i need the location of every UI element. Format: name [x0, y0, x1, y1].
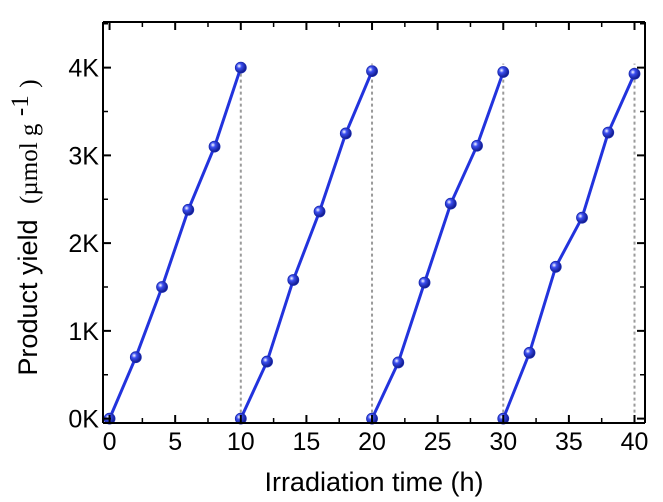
y-tick-label: 0K: [68, 406, 99, 434]
data-point: [129, 351, 142, 364]
x-axis-title: Irradiation time (h): [264, 467, 483, 497]
y-axis-title: Product yield (µmol g -1 ): [4, 79, 43, 375]
x-tick-label: 20: [358, 428, 386, 456]
y-tick-label: 3K: [68, 142, 99, 170]
data-point: [549, 260, 562, 273]
data-point: [392, 356, 405, 369]
data-point: [576, 211, 588, 224]
y-tick-label: 1K: [68, 318, 99, 346]
data-point: [156, 281, 168, 293]
data-point: [602, 126, 615, 139]
data-point: [418, 276, 431, 289]
data-point: [182, 203, 195, 216]
data-point: [339, 127, 352, 140]
data-point: [313, 205, 326, 218]
series-line: [370, 71, 505, 420]
data-point: [287, 274, 300, 286]
x-tick-label: 30: [489, 428, 517, 456]
y-tick-label: 2K: [68, 230, 99, 258]
data-point: [523, 346, 536, 359]
y-axis-title-unit: (µmol g: [16, 123, 43, 204]
data-point: [497, 66, 510, 78]
y-tick-label: 4K: [68, 55, 99, 83]
axes: [102, 21, 646, 424]
series-line: [239, 70, 374, 420]
data-point: [261, 355, 273, 368]
x-tick-label: 15: [293, 428, 321, 456]
data-point: [471, 139, 483, 152]
x-tick-label: 5: [168, 428, 182, 456]
y-axis-title-superscript: -1: [7, 95, 34, 116]
series-line: [108, 67, 243, 420]
vertical-guides: [239, 63, 636, 419]
x-tick-label: 25: [424, 428, 452, 456]
series-layer: [103, 61, 641, 425]
x-tick-label: 40: [621, 428, 649, 456]
x-tick-label: 10: [227, 428, 255, 456]
data-point: [444, 197, 457, 210]
x-tick-label: 0: [103, 428, 117, 456]
y-axis-title-close: ): [16, 79, 43, 87]
x-tick-label: 35: [555, 428, 583, 456]
data-point: [366, 65, 378, 78]
data-point: [234, 61, 247, 74]
series-line: [501, 73, 636, 420]
data-point: [628, 67, 641, 80]
ticks: 0 5 10 15 20 25 30 35 40 0K 1K 2K 3K 4K: [68, 22, 648, 456]
data-point: [208, 140, 221, 153]
y-axis-title-main: Product yield: [13, 219, 43, 375]
